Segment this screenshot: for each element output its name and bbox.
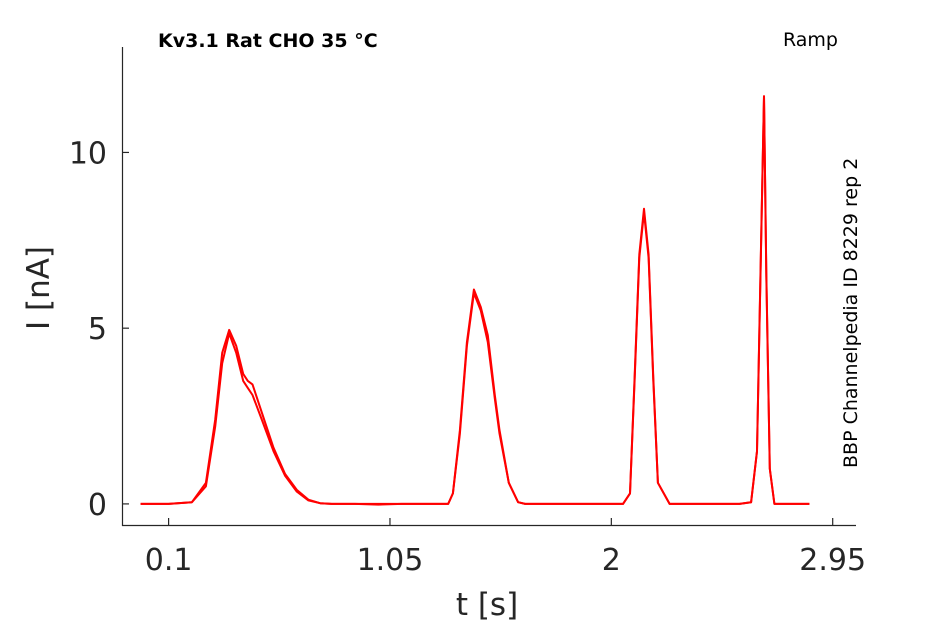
current-trace-2 — [140, 95, 810, 506]
x-ticks: 0.1 1.05 2 2.95 — [145, 518, 866, 578]
x-tick-label: 0.1 — [145, 543, 193, 578]
y-axis-label: I [nA] — [21, 246, 57, 330]
y-tick-label: 0 — [88, 488, 107, 523]
current-trace-1 — [140, 95, 810, 505]
y-ticks: 0 5 10 — [69, 136, 129, 523]
x-tick-label: 2.95 — [799, 543, 866, 578]
y-tick-label: 5 — [88, 312, 107, 347]
source-label: BBP Channelpedia ID 8229 rep 2 — [840, 158, 862, 468]
series-layer — [140, 95, 810, 506]
y-tick-label: 10 — [69, 136, 107, 171]
chart-title: Kv3.1 Rat CHO 35 °C — [158, 30, 378, 52]
x-axis-label: t [s] — [456, 587, 518, 623]
x-tick-label: 1.05 — [357, 543, 424, 578]
x-tick-label: 2 — [602, 543, 621, 578]
protocol-label: Ramp — [783, 29, 838, 51]
axes — [121, 47, 856, 527]
